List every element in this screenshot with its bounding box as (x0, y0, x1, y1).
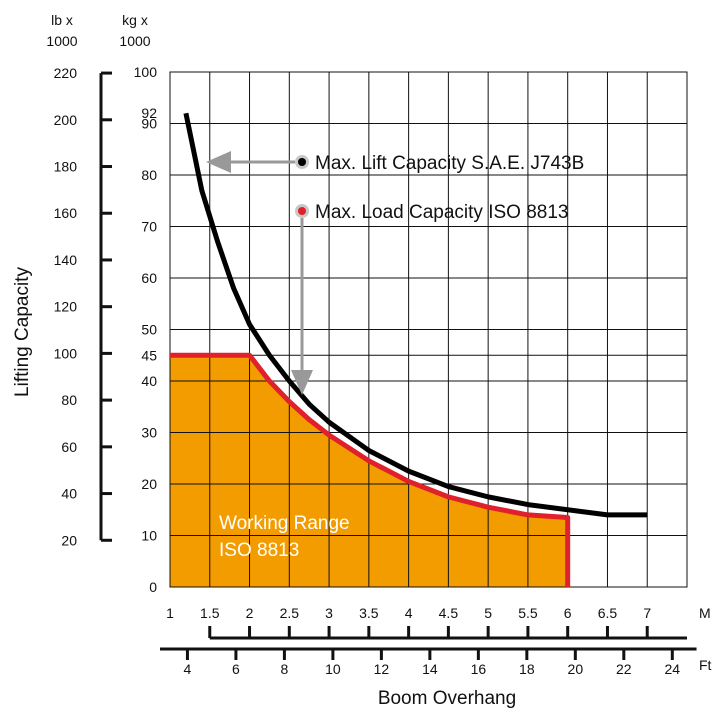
y-tick-label-lb: 40 (61, 486, 77, 502)
load-capacity-legend-label: Max. Load Capacity ISO 8813 (315, 202, 568, 223)
x-tick-label-m: 5 (484, 605, 492, 621)
y-tick-label-kg: 90 (141, 116, 157, 132)
y-tick-label-kg: 30 (141, 425, 157, 441)
working-range-label-line2: ISO 8813 (219, 540, 299, 561)
x-tick-label-m: 4.5 (439, 605, 459, 621)
x-tick-label-ft: 6 (232, 661, 240, 677)
x-tick-label-m: 4 (405, 605, 413, 621)
y-unit-right-line1: kg x (122, 12, 148, 28)
lift-capacity-legend-label: Max. Lift Capacity S.A.E. J743B (315, 153, 584, 174)
x-tick-label-ft: 16 (471, 661, 487, 677)
x-tick-label-ft: 12 (374, 661, 390, 677)
lift-capacity-line (183, 112, 648, 518)
y-tick-label-lb: 60 (61, 439, 77, 455)
y-tick-label-kg: 20 (141, 476, 157, 492)
load-capacity-marker (298, 207, 306, 215)
x-tick-label-m: 2.5 (280, 605, 300, 621)
y-unit-right-line2: 1000 (119, 33, 150, 49)
grid-layer (169, 71, 688, 588)
x-tick-label-m: 5.5 (518, 605, 538, 621)
x-tick-label-ft: 8 (281, 661, 289, 677)
y-tick-label-kg: 60 (141, 270, 157, 286)
y-tick-label-kg: 10 (141, 528, 157, 544)
load-capacity-arrow-head (291, 370, 313, 395)
y-tick-label-kg: 92 (141, 105, 157, 121)
y-tick-label-kg: 100 (134, 64, 158, 80)
lift-capacity-marker (298, 158, 306, 166)
x-unit-bottom: Ft (699, 657, 712, 673)
y-tick-label-lb: 180 (54, 159, 78, 175)
x-tick-label-m: 1 (166, 605, 174, 621)
y-tick-label-lb: 200 (54, 112, 78, 128)
working-range-label-line1: Working Range (219, 513, 350, 534)
x-tick-label-ft: 10 (325, 661, 341, 677)
y-tick-label-kg: 40 (141, 373, 157, 389)
y-tick-label-kg: 45 (141, 347, 157, 363)
y-tick-label-kg: 0 (149, 579, 157, 595)
lift-capacity-arrow-head (206, 151, 231, 173)
y-tick-label-kg: 70 (141, 219, 157, 235)
y-tick-label-lb: 160 (54, 205, 78, 221)
y-unit-left-line1: lb x (51, 12, 73, 28)
y-tick-label-lb: 100 (54, 345, 78, 361)
y-tick-label-lb: 120 (54, 299, 78, 315)
y-axis-title: Lifting Capacity (12, 267, 33, 397)
load-capacity-line (170, 352, 571, 587)
x-tick-label-m: 7 (643, 605, 651, 621)
x-tick-label-m: 6 (564, 605, 572, 621)
axis-layer: 0102030404550607080909210020406080100120… (54, 64, 697, 677)
x-tick-label-m: 3.5 (359, 605, 379, 621)
x-tick-label-m: 1.5 (200, 605, 220, 621)
annotation-layer: Max. Lift Capacity S.A.E. J743B Max. Load… (206, 151, 584, 395)
y-tick-label-lb: 20 (61, 532, 77, 548)
y-tick-label-kg: 50 (141, 322, 157, 338)
x-tick-label-ft: 18 (519, 661, 535, 677)
y-unit-left-line2: 1000 (46, 33, 77, 49)
x-tick-label-ft: 24 (665, 661, 681, 677)
y-tick-label-lb: 220 (54, 65, 78, 81)
x-unit-top: M (699, 605, 711, 621)
x-tick-label-m: 6.5 (598, 605, 618, 621)
x-tick-label-ft: 4 (184, 661, 192, 677)
y-tick-label-lb: 140 (54, 252, 78, 268)
x-tick-label-m: 3 (325, 605, 333, 621)
x-tick-label-ft: 20 (568, 661, 584, 677)
y-tick-label-kg: 80 (141, 167, 157, 183)
x-tick-label-m: 2 (246, 605, 254, 621)
x-axis-title: Boom Overhang (378, 688, 516, 709)
x-tick-label-ft: 14 (422, 661, 438, 677)
series-layer (170, 112, 648, 587)
y-tick-label-lb: 80 (61, 392, 77, 408)
x-tick-label-ft: 22 (616, 661, 632, 677)
